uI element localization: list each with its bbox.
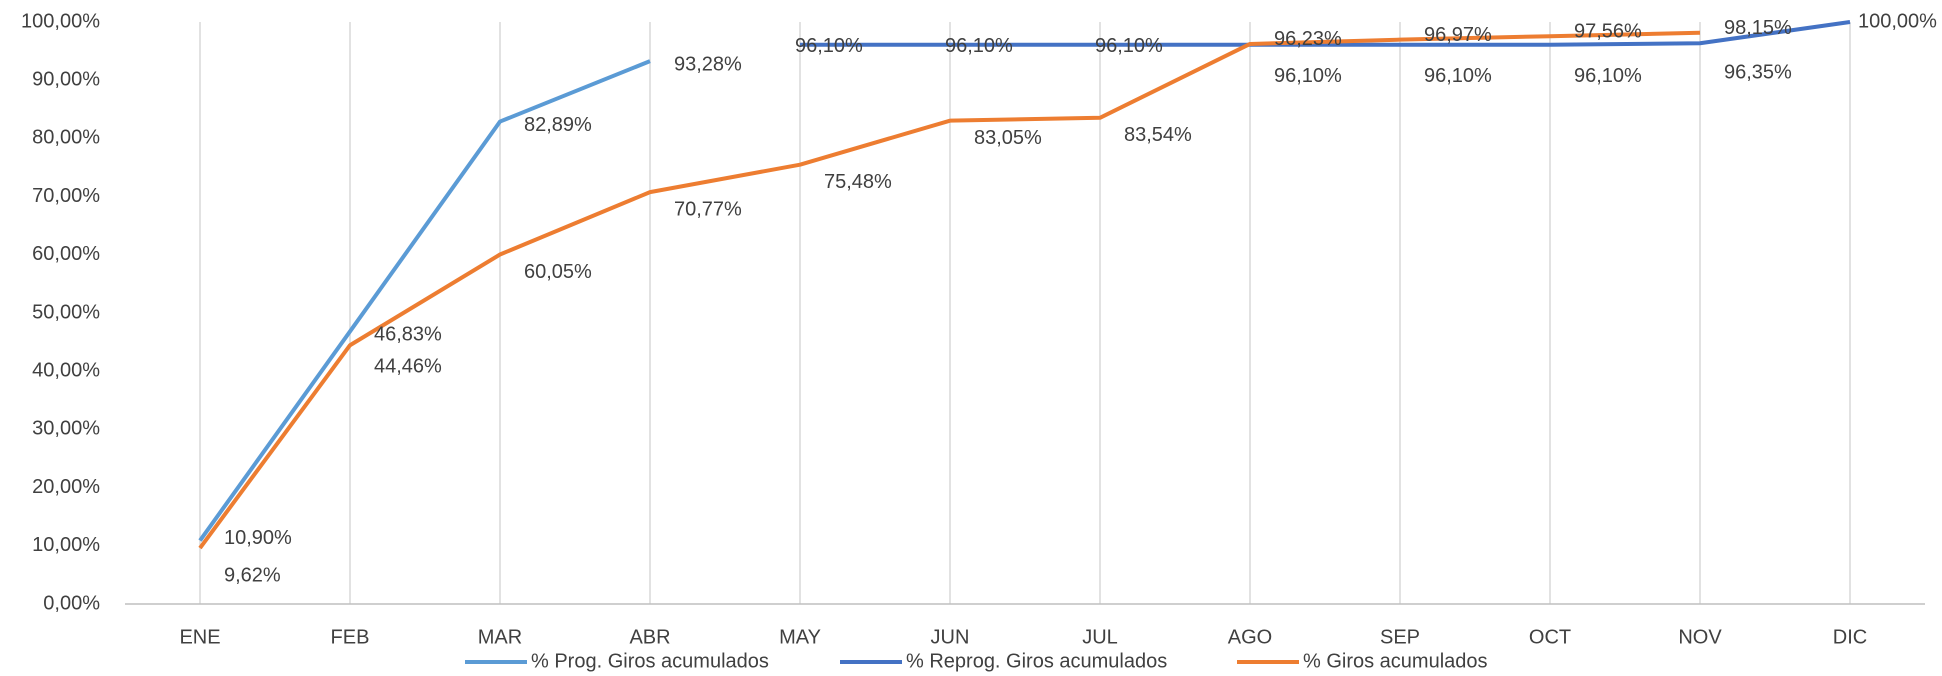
- x-tick-label: NOV: [1678, 626, 1722, 648]
- series-line: [198, 30, 1701, 550]
- y-tick-label: 40,00%: [32, 359, 100, 381]
- y-tick-label: 90,00%: [32, 68, 100, 90]
- data-label: 9,62%: [224, 564, 281, 586]
- legend-label: % Prog. Giros acumulados: [531, 650, 769, 672]
- data-label: 98,15%: [1724, 17, 1792, 39]
- y-tick-label: 60,00%: [32, 243, 100, 265]
- x-tick-label: JUN: [931, 626, 970, 648]
- y-tick-label: 10,00%: [32, 534, 100, 556]
- data-label: 96,10%: [945, 35, 1013, 57]
- y-tick-label: 30,00%: [32, 418, 100, 440]
- x-tick-label: MAY: [779, 626, 821, 648]
- data-label: 96,10%: [1574, 65, 1642, 87]
- y-tick-label: 0,00%: [43, 592, 100, 614]
- y-tick-label: 80,00%: [32, 127, 100, 149]
- series-line: [800, 20, 1851, 47]
- x-tick-label: ENE: [179, 626, 220, 648]
- x-tick-label: OCT: [1529, 626, 1571, 648]
- data-label: 75,48%: [824, 171, 892, 193]
- data-label: 97,56%: [1574, 20, 1642, 42]
- data-label: 96,10%: [1095, 35, 1163, 57]
- x-tick-label: ABR: [629, 626, 670, 648]
- y-tick-label: 100,00%: [21, 10, 100, 32]
- data-label: 44,46%: [374, 356, 442, 378]
- data-label: 96,97%: [1424, 24, 1492, 46]
- data-label: 82,89%: [524, 114, 592, 136]
- x-tick-label: MAR: [478, 626, 522, 648]
- data-label: 96,10%: [1274, 65, 1342, 87]
- legend-label: % Reprog. Giros acumulados: [906, 650, 1167, 672]
- series-line: [198, 59, 651, 542]
- data-label: 96,35%: [1724, 62, 1792, 84]
- data-label: 60,05%: [524, 261, 592, 283]
- y-tick-label: 70,00%: [32, 185, 100, 207]
- x-tick-label: DIC: [1833, 626, 1867, 648]
- x-tick-label: AGO: [1228, 626, 1272, 648]
- data-label: 96,10%: [1424, 65, 1492, 87]
- data-label: 96,10%: [795, 35, 863, 57]
- data-label: 100,00%: [1858, 10, 1937, 32]
- data-label: 46,83%: [374, 324, 442, 346]
- x-tick-label: FEB: [331, 626, 370, 648]
- data-label: 83,54%: [1124, 124, 1192, 146]
- data-label: 96,23%: [1274, 28, 1342, 50]
- data-label: 10,90%: [224, 527, 292, 549]
- x-tick-label: JUL: [1082, 626, 1118, 648]
- y-tick-label: 20,00%: [32, 476, 100, 498]
- data-label: 93,28%: [674, 53, 742, 75]
- y-tick-label: 50,00%: [32, 301, 100, 323]
- data-label: 83,05%: [974, 127, 1042, 149]
- legend-label: % Giros acumulados: [1303, 650, 1488, 672]
- data-label: 70,77%: [674, 198, 742, 220]
- x-tick-label: SEP: [1380, 626, 1420, 648]
